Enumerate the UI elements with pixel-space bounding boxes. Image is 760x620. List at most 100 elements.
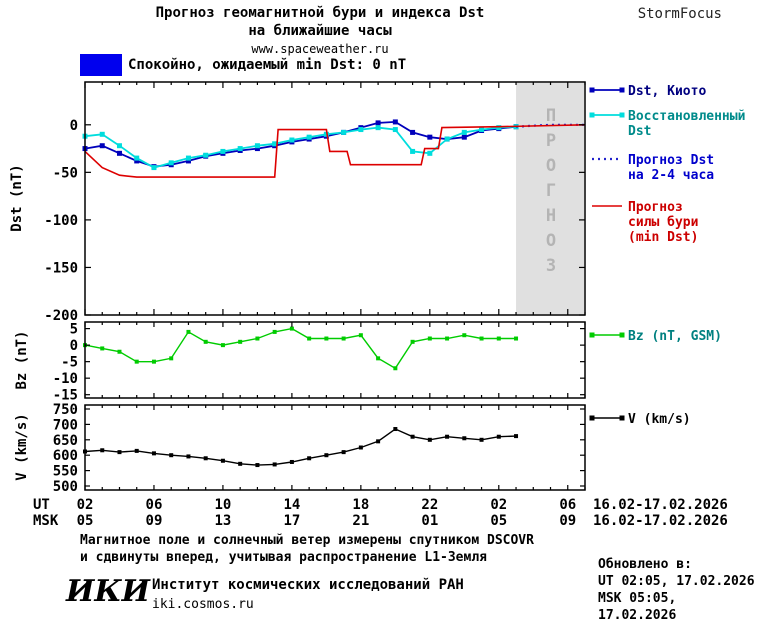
dst-ytick-label: -50 bbox=[53, 165, 78, 181]
dst-restored-marker bbox=[134, 155, 140, 161]
forecast-band-label: П Р О Г Н О З bbox=[545, 106, 557, 276]
dst-restored-marker bbox=[427, 150, 433, 156]
legend-label: Dst, Киото bbox=[628, 84, 706, 99]
dst-kyoto-marker bbox=[427, 134, 433, 140]
dst-restored-marker bbox=[203, 152, 209, 158]
legend-marker-dst-kyoto bbox=[589, 87, 595, 93]
time-tick-label: 05 bbox=[490, 513, 507, 529]
dst-ytick-label: -150 bbox=[44, 260, 78, 276]
legend-marker-bz-gsm bbox=[589, 332, 595, 338]
dst-restored-marker bbox=[341, 129, 347, 135]
dst-ytick-label: -100 bbox=[44, 213, 78, 229]
bz-gsm-marker bbox=[220, 343, 225, 348]
time-tick-label: 06 bbox=[559, 497, 576, 513]
series-dst-kyoto bbox=[84, 120, 517, 168]
bz-gsm-marker bbox=[203, 339, 208, 344]
dst-kyoto-marker bbox=[392, 119, 398, 125]
dst-restored-marker bbox=[358, 127, 364, 133]
solar-wind-v-marker bbox=[255, 463, 260, 468]
dst-kyoto-marker bbox=[375, 120, 381, 126]
dst-restored-marker bbox=[272, 141, 278, 147]
dst-ytick-label: -200 bbox=[44, 308, 78, 324]
bz-gsm-marker bbox=[376, 356, 381, 361]
dst-restored-marker bbox=[116, 143, 122, 149]
dst-restored-marker bbox=[99, 131, 105, 137]
bz-gsm-marker bbox=[496, 336, 501, 341]
time-tick-label: 05 bbox=[77, 513, 94, 529]
forecast-band bbox=[516, 83, 584, 314]
bz-gsm-marker bbox=[289, 326, 294, 331]
solar-wind-v-marker bbox=[134, 448, 139, 453]
dst-restored-marker bbox=[444, 136, 450, 142]
solar-wind-v-marker bbox=[151, 451, 156, 456]
dst-restored-marker bbox=[410, 148, 416, 154]
legend-label: Bz (nT, GSM) bbox=[628, 329, 722, 344]
dst-restored-marker bbox=[168, 160, 174, 166]
legend-marker-dst-restored bbox=[619, 112, 625, 118]
bz-gsm-marker bbox=[255, 336, 260, 341]
bz-gsm-marker bbox=[238, 339, 243, 344]
dst-kyoto-marker bbox=[116, 150, 122, 156]
bz-gsm-marker bbox=[151, 359, 156, 364]
v-ytick-label: 550 bbox=[53, 464, 78, 480]
series-solar-wind-v bbox=[84, 428, 517, 466]
time-tick-label: 09 bbox=[146, 513, 163, 529]
v-ytick-label: 700 bbox=[53, 417, 78, 433]
solar-wind-v-marker bbox=[324, 453, 329, 458]
date-range-label: 16.02-17.02.2026 bbox=[593, 513, 728, 529]
solar-wind-v-marker bbox=[479, 437, 484, 442]
dst-restored-marker bbox=[461, 129, 467, 135]
legend-label: Dst bbox=[628, 124, 651, 139]
dst-border bbox=[84, 81, 586, 316]
solar-wind-v-marker bbox=[341, 450, 346, 455]
bz-ytick-label: -10 bbox=[53, 371, 78, 387]
dst-ticks bbox=[84, 82, 586, 316]
v-ytick-label: 500 bbox=[53, 479, 78, 495]
bz-gsm-marker bbox=[169, 356, 174, 361]
solar-wind-v-marker bbox=[514, 434, 519, 439]
time-tick-label: 13 bbox=[215, 513, 232, 529]
title-line2: на ближайшие часы bbox=[248, 23, 392, 39]
axis-row-label: UT bbox=[33, 497, 50, 513]
iki-logo: ИКИ bbox=[66, 574, 150, 609]
dst-restored-marker bbox=[306, 134, 312, 140]
title-line1: Прогноз геомагнитной бури и индекса Dst bbox=[155, 5, 485, 21]
solar-wind-v-marker bbox=[272, 462, 277, 467]
dst-restored-marker bbox=[375, 125, 381, 131]
bz-ytick-label: 5 bbox=[70, 322, 78, 338]
time-tick-label: 02 bbox=[490, 497, 507, 513]
bz-border bbox=[84, 321, 586, 399]
legend-label: Прогноз bbox=[628, 200, 683, 215]
bz-gsm-marker bbox=[307, 336, 312, 341]
time-tick-label: 01 bbox=[421, 513, 438, 529]
bz-gsm-marker bbox=[427, 336, 432, 341]
status-label: Спокойно, ожидаемый min Dst: 0 nT bbox=[128, 57, 407, 73]
bz-gsm-marker bbox=[358, 333, 363, 338]
bz-gsm-marker bbox=[341, 336, 346, 341]
v-ticks bbox=[84, 405, 586, 490]
solar-wind-v-marker bbox=[117, 450, 122, 455]
legend-label: V (km/s) bbox=[628, 412, 691, 427]
legend-marker-dst-kyoto bbox=[619, 87, 625, 93]
time-tick-label: 09 bbox=[559, 513, 576, 529]
plot-canvas: 0-50-100-150-20050-5-10-1575070065060055… bbox=[33, 81, 745, 529]
legend-marker-solar-wind-v bbox=[619, 415, 625, 421]
bz-gsm-marker bbox=[324, 336, 329, 341]
v-ytick-label: 650 bbox=[53, 433, 78, 449]
time-tick-label: 14 bbox=[283, 497, 300, 513]
solar-wind-v-marker bbox=[238, 461, 243, 466]
dst-restored-marker bbox=[254, 143, 260, 149]
legend-label: (min Dst) bbox=[628, 230, 698, 245]
legend-marker-bz-gsm bbox=[619, 332, 625, 338]
date-range-label: 16.02-17.02.2026 bbox=[593, 497, 728, 513]
updated-label: Обновлено в: bbox=[598, 557, 692, 572]
dst-kyoto-marker bbox=[410, 129, 416, 135]
bz-gsm-marker bbox=[462, 333, 467, 338]
solar-wind-v-marker bbox=[169, 453, 174, 458]
bz-gsm-marker bbox=[186, 329, 191, 334]
time-tick-label: 10 bbox=[215, 497, 232, 513]
institute-site-url: iki.cosmos.ru bbox=[152, 597, 254, 612]
figure-title-block: Прогноз геомагнитной бури и индекса Dst … bbox=[80, 4, 560, 58]
v-ytick-label: 750 bbox=[53, 402, 78, 418]
